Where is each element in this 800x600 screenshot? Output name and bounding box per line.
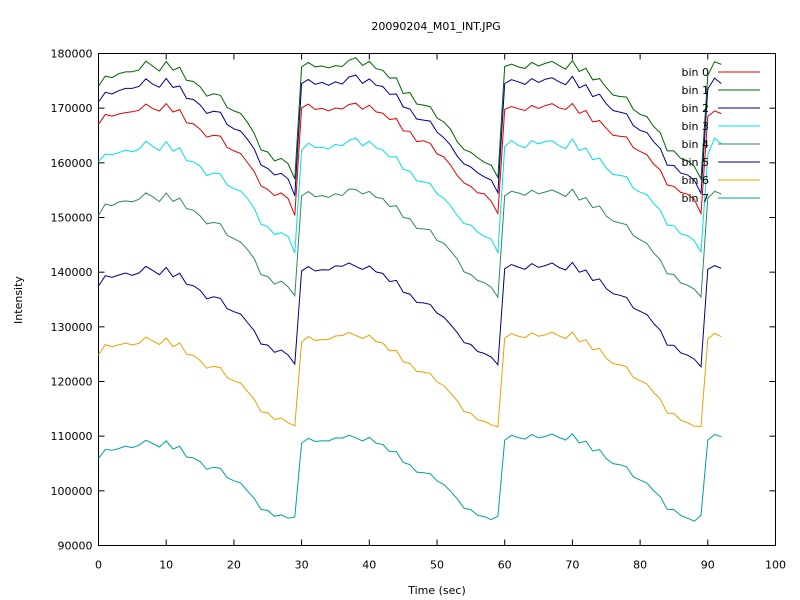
legend-label: bin 4 xyxy=(681,138,709,151)
legend-label: bin 1 xyxy=(681,84,709,97)
x-tick-label: 20 xyxy=(227,559,241,572)
series-line-bin-6 xyxy=(98,331,722,428)
legend: bin 0 bin 1 bin 2 bin 3 bin 4 bin 5 bin 6 bin 7 xyxy=(681,66,760,205)
x-tick-label: 70 xyxy=(565,559,579,572)
y-tick-label: 180000 xyxy=(51,48,93,61)
chart-title: 20090204_M01_INT.JPG xyxy=(371,20,500,33)
x-tick-label: 40 xyxy=(362,559,376,572)
y-tick-label: 90000 xyxy=(58,540,93,553)
legend-label: bin 7 xyxy=(681,192,709,205)
series-lines xyxy=(98,57,722,522)
x-tick-label: 0 xyxy=(95,559,102,572)
x-axis-label: Time (sec) xyxy=(407,584,466,597)
x-tick-label: 50 xyxy=(430,559,444,572)
series-line-bin-0 xyxy=(98,102,722,216)
y-tick-label: 160000 xyxy=(51,157,93,170)
series-line-bin-2 xyxy=(98,74,722,196)
series-line-bin-1 xyxy=(98,57,722,181)
legend-label: bin 3 xyxy=(681,120,709,133)
y-tick-label: 130000 xyxy=(51,321,93,334)
y-tick-label: 100000 xyxy=(51,485,93,498)
axis-ticks: 0 10 20 30 40 50 60 70 80 90 100 90000 100000 110000 1… xyxy=(51,48,787,572)
series-line-bin-4 xyxy=(98,188,722,299)
x-tick-label: 100 xyxy=(765,559,786,572)
y-tick-label: 150000 xyxy=(51,212,93,225)
series-line-bin-3 xyxy=(98,137,722,255)
legend-label: bin 6 xyxy=(681,174,709,187)
x-tick-label: 10 xyxy=(159,559,173,572)
y-tick-label: 170000 xyxy=(51,102,93,115)
series-line-bin-7 xyxy=(98,433,722,522)
y-tick-label: 110000 xyxy=(51,430,93,443)
legend-label: bin 5 xyxy=(681,156,709,169)
legend-label: bin 2 xyxy=(681,102,709,115)
x-tick-label: 30 xyxy=(295,559,309,572)
y-tick-label: 140000 xyxy=(51,266,93,279)
x-tick-label: 80 xyxy=(633,559,647,572)
series-line-bin-5 xyxy=(98,261,722,369)
y-axis-label: Intensity xyxy=(12,276,25,324)
y-tick-label: 120000 xyxy=(51,376,93,389)
x-tick-label: 60 xyxy=(498,559,512,572)
x-tick-label: 90 xyxy=(701,559,715,572)
legend-label: bin 0 xyxy=(681,66,709,79)
